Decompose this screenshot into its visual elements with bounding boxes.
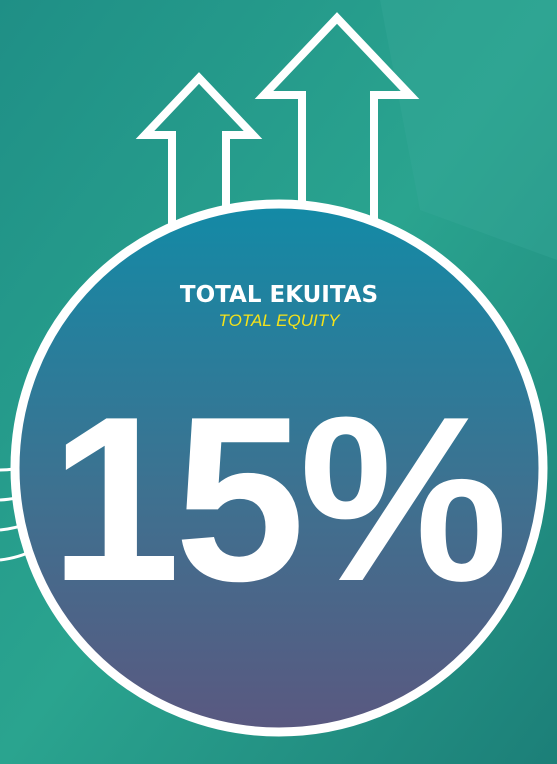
page: {"header": {"title": "TOTAL EKUITAS", "s…	[0, 0, 557, 764]
figure-value: 15%	[50, 367, 502, 630]
subtitle: TOTAL EQUITY	[219, 311, 342, 330]
infographic: TOTAL EKUITAS TOTAL EQUITY 15%	[0, 0, 557, 764]
title: TOTAL EKUITAS	[180, 282, 378, 308]
